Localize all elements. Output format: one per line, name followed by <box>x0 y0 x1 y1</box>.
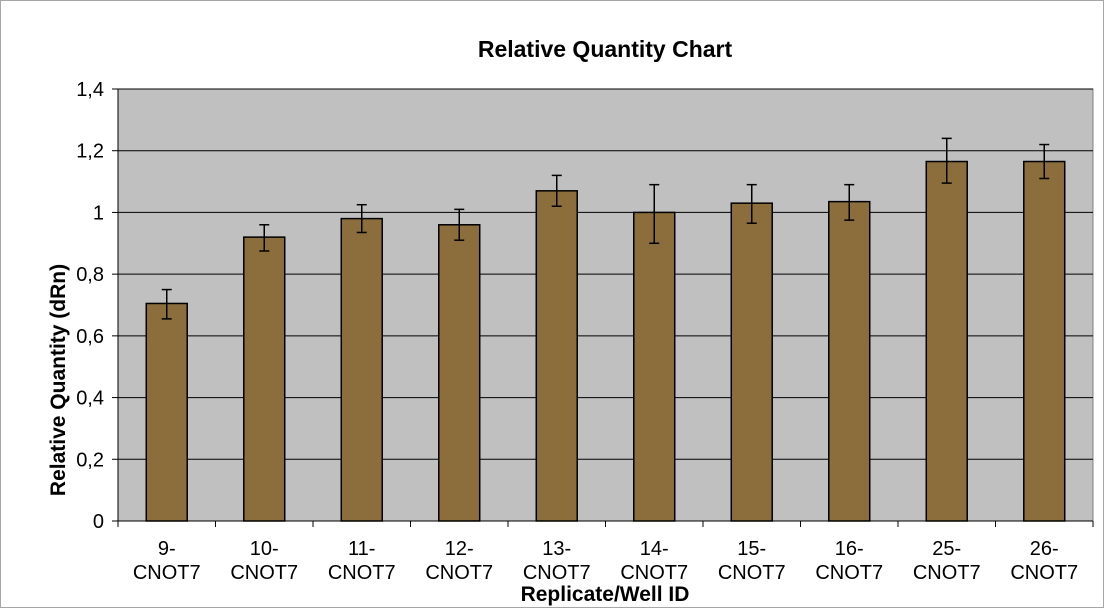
x-tick-label-line: CNOT7 <box>620 562 688 584</box>
x-tick-label: 14-CNOT7 <box>620 538 688 584</box>
y-tick-label: 0,8 <box>76 264 104 286</box>
bar <box>828 200 871 522</box>
x-tick-label-line: CNOT7 <box>1010 562 1078 584</box>
bar <box>438 224 481 522</box>
x-tick-label-line: CNOT7 <box>913 562 981 584</box>
x-tick-label-line: CNOT7 <box>328 562 396 584</box>
bar <box>340 217 383 522</box>
x-tick-label-line: 16- <box>835 538 864 560</box>
bar <box>243 236 286 522</box>
bar <box>633 211 676 522</box>
y-tick-label: 0 <box>93 511 104 533</box>
bar <box>535 190 578 522</box>
x-tick-label-line: CNOT7 <box>718 562 786 584</box>
x-tick-label: 13-CNOT7 <box>523 538 591 584</box>
x-tick-label-line: 10- <box>250 538 279 560</box>
y-tick-label: 1 <box>93 202 104 224</box>
chart-title: Relative Quantity Chart <box>478 36 733 62</box>
bar <box>730 202 773 522</box>
x-tick-label: 10-CNOT7 <box>230 538 298 584</box>
y-tick-label: 1,4 <box>76 79 104 101</box>
x-tick-label-line: 26- <box>1030 538 1059 560</box>
y-tick-label: 0,6 <box>76 326 104 348</box>
x-tick-label: 15-CNOT7 <box>718 538 786 584</box>
x-tick-label-line: 14- <box>640 538 669 560</box>
x-tick-label: 9-CNOT7 <box>133 538 201 584</box>
x-tick-label-line: CNOT7 <box>425 562 493 584</box>
x-tick-label-line: 15- <box>737 538 766 560</box>
bar <box>1023 160 1066 522</box>
y-tick-label: 0,2 <box>76 449 104 471</box>
y-tick-label: 1,2 <box>76 141 104 163</box>
x-tick-label: 25-CNOT7 <box>913 538 981 584</box>
x-tick-label: 16-CNOT7 <box>815 538 883 584</box>
y-axis-label: Relative Quantity (dRn) <box>47 264 70 496</box>
x-tick-label-line: 25- <box>932 538 961 560</box>
x-tick-label-line: 9- <box>158 538 176 560</box>
bar <box>145 302 188 522</box>
x-tick-label-line: CNOT7 <box>523 562 591 584</box>
x-tick-label: 11-CNOT7 <box>328 538 396 584</box>
x-tick-label-line: CNOT7 <box>230 562 298 584</box>
bar <box>925 160 968 522</box>
y-tick-label: 0,4 <box>76 388 104 410</box>
x-tick-label-line: 11- <box>348 538 375 560</box>
x-tick-label-line: CNOT7 <box>133 562 201 584</box>
x-axis-label: Replicate/Well ID <box>521 583 690 606</box>
x-tick-label: 12-CNOT7 <box>425 538 493 584</box>
x-tick-label: 26-CNOT7 <box>1010 538 1078 584</box>
x-tick-label-line: 13- <box>542 538 571 560</box>
x-tick-label-line: 12- <box>445 538 474 560</box>
x-tick-label-line: CNOT7 <box>815 562 883 584</box>
